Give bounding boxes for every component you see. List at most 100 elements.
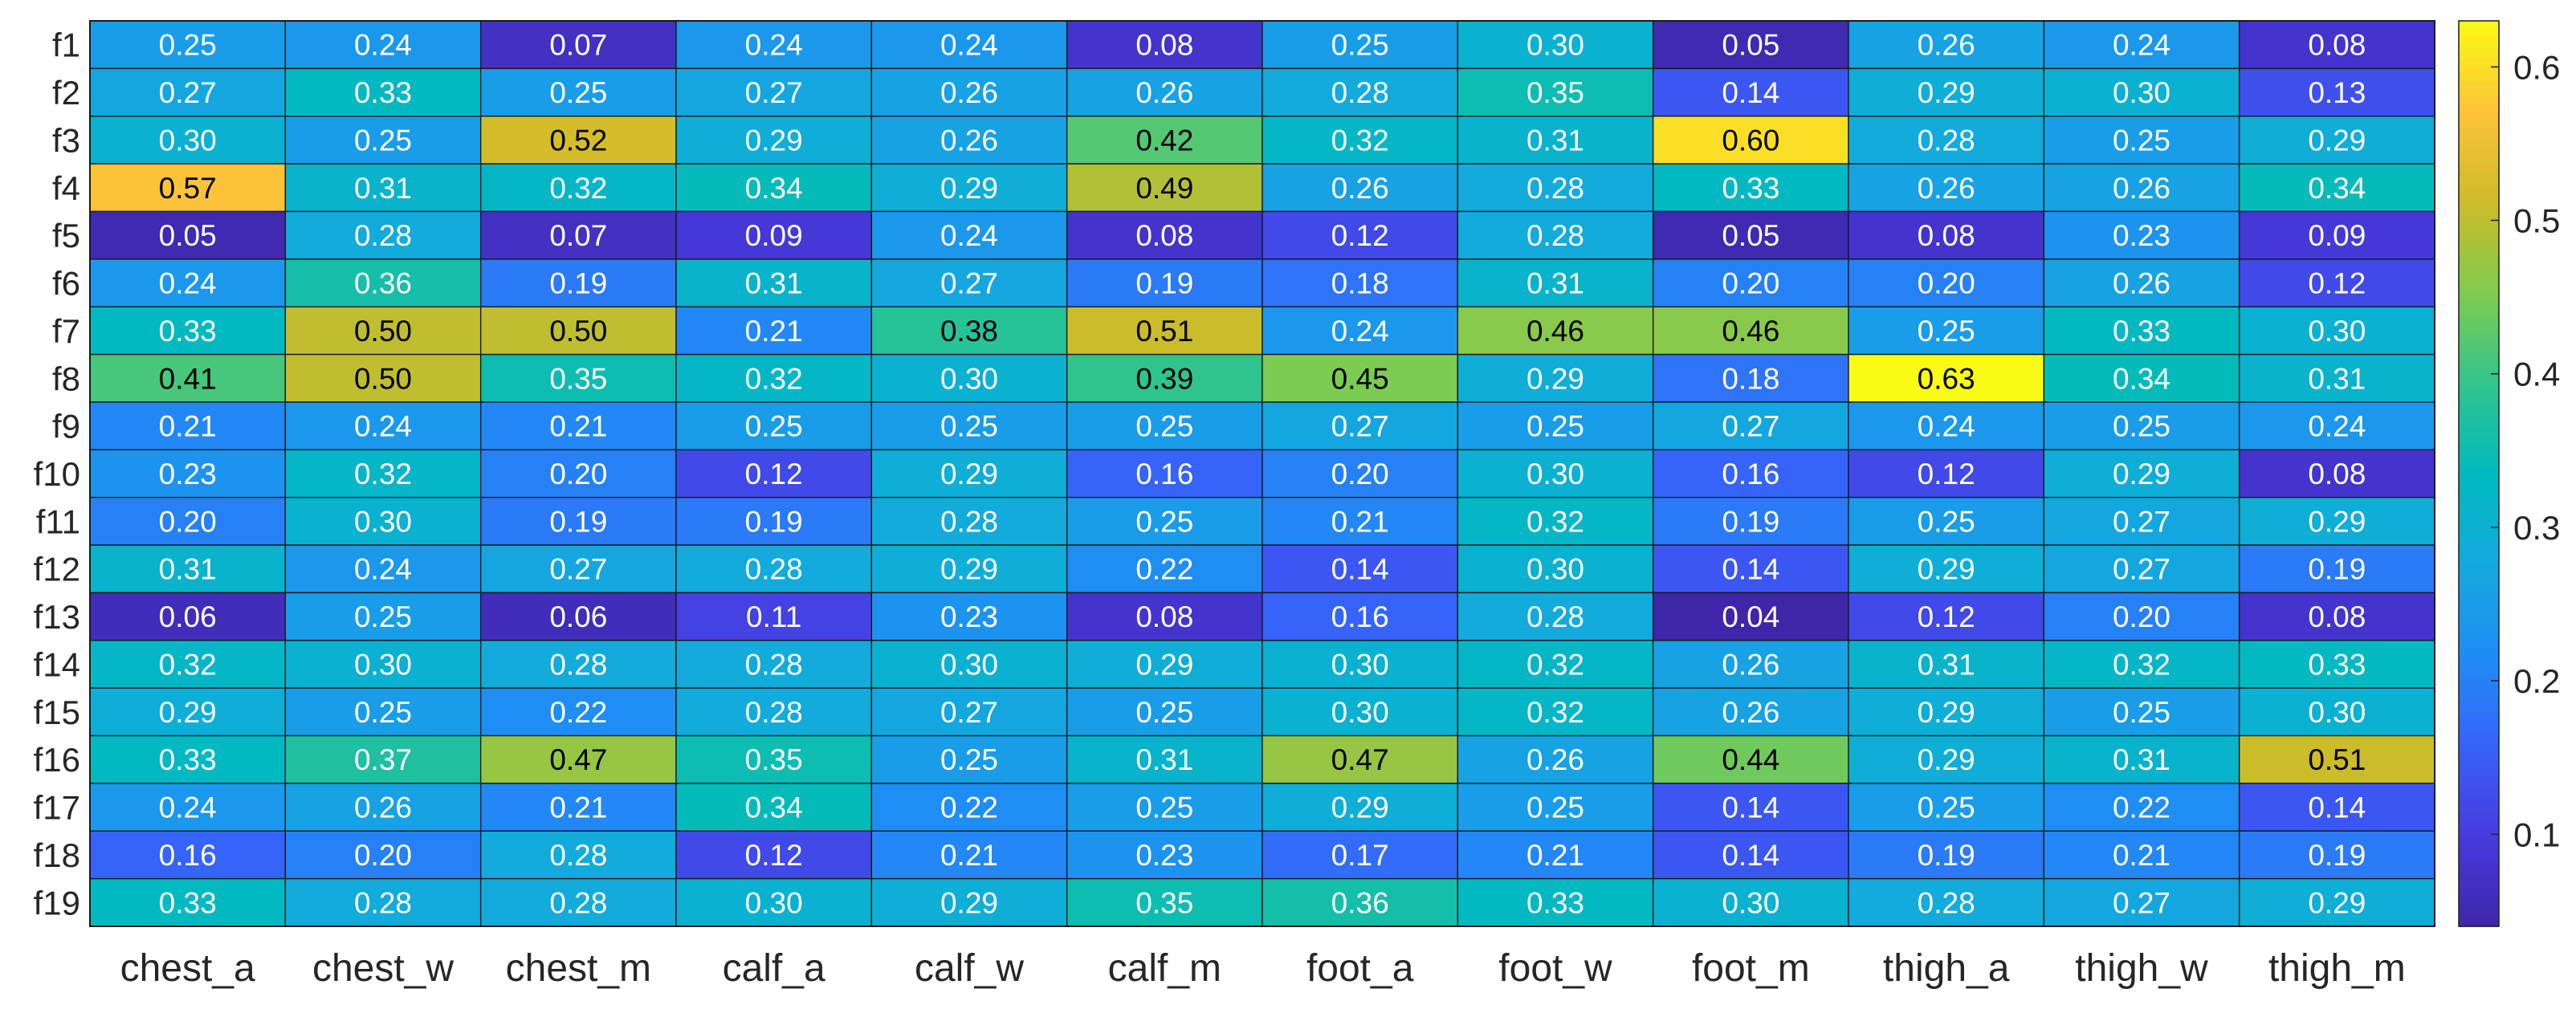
- cell-value-label: 0.31: [1135, 743, 1193, 776]
- colorbar-segment: [2459, 677, 2499, 686]
- cell-value-label: 0.24: [354, 410, 412, 443]
- colorbar-segment: [2459, 254, 2499, 263]
- cell-value-label: 0.24: [354, 29, 412, 62]
- row-label: f7: [52, 312, 80, 350]
- colorbar-tick-label: 0.6: [2513, 48, 2560, 86]
- cell-value-label: 0.28: [1526, 600, 1584, 633]
- cell-value-label: 0.24: [1918, 410, 1975, 443]
- row-label: f5: [52, 217, 80, 254]
- heatmap-cell: [675, 877, 873, 927]
- cell-value-label: 0.32: [1526, 505, 1584, 538]
- heatmap-cell: [2043, 210, 2240, 260]
- colorbar-segment: [2459, 96, 2499, 105]
- heatmap-cell: [2043, 592, 2240, 641]
- colorbar-segment: [2459, 141, 2499, 150]
- heatmap-cell: [1848, 496, 2045, 546]
- cell-value-label: 0.26: [2113, 172, 2170, 205]
- heatmap-cell: [1066, 640, 1263, 689]
- cell-value-label: 0.32: [354, 458, 412, 490]
- row-label: f16: [34, 741, 80, 779]
- cell-value-label: 0.19: [1135, 267, 1193, 300]
- heatmap-cell: [1066, 210, 1263, 260]
- heatmap-cell: [89, 640, 287, 689]
- heatmap-cell: [1066, 67, 1263, 117]
- cell-value-label: 0.19: [1722, 505, 1779, 538]
- cell-value-label: 0.28: [745, 553, 803, 586]
- heatmap-cell: [1848, 687, 2045, 737]
- cell-value-label: 0.33: [1722, 172, 1779, 205]
- colorbar-segment: [2459, 466, 2499, 474]
- heatmap-cell: [1848, 544, 2045, 594]
- heatmap-cell: [675, 306, 873, 356]
- colorbar-segment: [2459, 323, 2499, 332]
- colorbar-segment: [2459, 503, 2499, 512]
- heatmap-cell: [284, 449, 482, 498]
- colorbar-segment: [2459, 413, 2499, 421]
- cell-value-label: 0.28: [354, 219, 412, 252]
- cell-value-label: 0.27: [1722, 410, 1779, 443]
- colorbar-segment: [2459, 375, 2499, 384]
- cell-value-label: 0.31: [1526, 267, 1584, 300]
- heatmap-cell: [479, 306, 677, 356]
- cell-value-label: 0.22: [940, 791, 998, 824]
- heatmap-cell: [1066, 163, 1263, 213]
- cell-value-label: 0.06: [159, 600, 217, 633]
- cell-value-label: 0.12: [1918, 458, 1975, 490]
- colorbar-segment: [2459, 534, 2499, 543]
- heatmap-cell: [675, 687, 873, 737]
- cell-value-label: 0.29: [940, 172, 998, 205]
- colorbar-segment: [2459, 201, 2499, 210]
- cell-value-label: 0.08: [2308, 600, 2366, 633]
- cell-value-label: 0.32: [159, 648, 217, 681]
- cell-value-label: 0.19: [549, 505, 607, 538]
- heatmap-cell: [284, 877, 482, 927]
- heatmap-cell: [89, 258, 287, 307]
- cell-value-label: 0.31: [1526, 124, 1584, 157]
- heatmap-cell: [1066, 401, 1263, 451]
- colorbar-segment: [2459, 865, 2499, 874]
- colorbar-segment: [2459, 51, 2499, 59]
- colorbar-segment: [2459, 239, 2499, 248]
- cell-value-label: 0.27: [159, 76, 217, 109]
- cell-value-label: 0.28: [1331, 76, 1389, 109]
- heatmap-cell: [89, 783, 287, 832]
- heatmap-cell: [870, 877, 1068, 927]
- cell-value-label: 0.34: [2308, 172, 2366, 205]
- heatmap-cell: [870, 830, 1068, 880]
- cell-value-label: 0.09: [2308, 219, 2366, 252]
- heatmap-cell: [2238, 734, 2435, 784]
- colorbar-segment: [2459, 179, 2499, 188]
- cell-value-label: 0.45: [1331, 362, 1389, 395]
- heatmap-cell: [1262, 687, 1459, 737]
- colorbar-segment: [2459, 59, 2499, 67]
- heatmap-cell: [1262, 353, 1459, 403]
- cell-value-label: 0.32: [1526, 648, 1584, 681]
- heatmap-cell: [1848, 783, 2045, 832]
- colorbar-segment: [2459, 247, 2499, 256]
- row-label: f1: [52, 26, 80, 64]
- heatmap-cell: [675, 20, 873, 70]
- heatmap-cell: [1262, 496, 1459, 546]
- cell-value-label: 0.26: [940, 76, 998, 109]
- colorbar-segment: [2459, 541, 2499, 550]
- colorbar-segment: [2459, 210, 2499, 218]
- cell-value-label: 0.23: [1135, 839, 1193, 872]
- cell-value-label: 0.25: [2113, 410, 2170, 443]
- colorbar-segment: [2459, 186, 2499, 195]
- cell-value-label: 0.04: [1722, 600, 1779, 633]
- colorbar-segment: [2459, 798, 2499, 807]
- cell-value-label: 0.25: [1526, 791, 1584, 824]
- heatmap-cell: [1262, 830, 1459, 880]
- heatmap-cell: [675, 116, 873, 165]
- cell-value-label: 0.57: [159, 172, 217, 205]
- cell-value-label: 0.28: [1918, 124, 1975, 157]
- heatmap-cell: [870, 687, 1068, 737]
- cell-value-label: 0.26: [354, 791, 412, 824]
- cell-value-label: 0.25: [1135, 410, 1193, 443]
- heatmap-cell: [1848, 258, 2045, 307]
- cell-value-label: 0.29: [2308, 505, 2366, 538]
- heatmap-cell: [870, 640, 1068, 689]
- heatmap-cell: [2043, 67, 2240, 117]
- colorbar-segment: [2459, 88, 2499, 97]
- heatmap-cell: [284, 163, 482, 213]
